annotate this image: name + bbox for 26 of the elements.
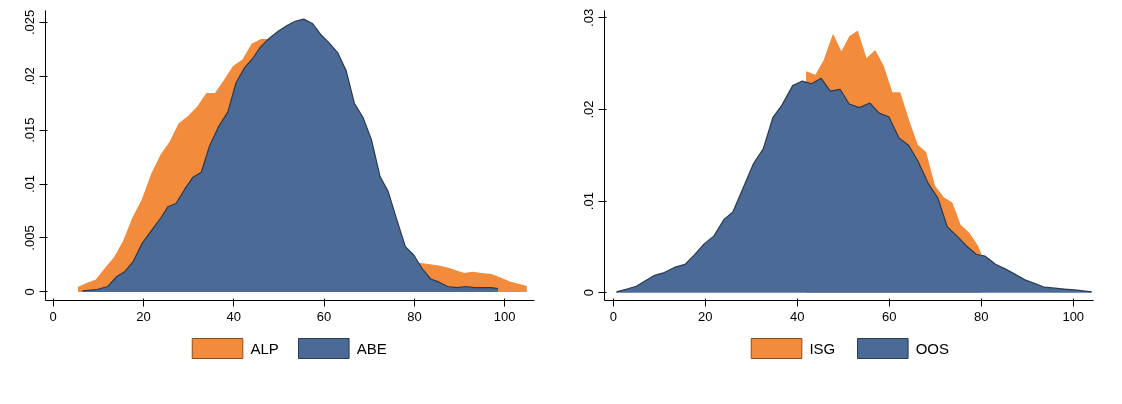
- legend-label: OOS: [915, 340, 950, 357]
- y-tick-label: 0: [22, 288, 38, 296]
- x-tick-label: 0: [609, 308, 617, 324]
- x-tick-label: 40: [226, 308, 242, 324]
- x-tick-label: 80: [974, 308, 989, 324]
- legend-label: ISG: [809, 340, 836, 357]
- y-tick-label: .015: [22, 117, 38, 143]
- x-tick-label: 100: [1062, 308, 1085, 324]
- x-tick-label: 80: [407, 308, 422, 324]
- x-tick-label: 20: [136, 308, 151, 324]
- y-tick-label: .02: [581, 100, 597, 119]
- x-tick-label: 20: [698, 308, 713, 324]
- y-tick-label: .01: [581, 192, 597, 211]
- y-tick-label: .02: [22, 67, 38, 86]
- x-tick-label: 60: [882, 308, 897, 324]
- y-tick-label: .025: [22, 9, 38, 36]
- x-tick-label: 100: [493, 308, 516, 324]
- y-tick-label: .01: [22, 175, 38, 194]
- y-tick-label: 0: [581, 289, 597, 297]
- y-tick-label: .005: [22, 225, 38, 251]
- x-tick-label: 40: [790, 308, 805, 324]
- y-tick-label: .03: [581, 8, 597, 27]
- x-tick-label: 60: [316, 308, 332, 324]
- legend-label: ABE: [356, 340, 387, 357]
- legend-label: ALP: [250, 340, 279, 357]
- x-tick-label: 0: [49, 308, 57, 324]
